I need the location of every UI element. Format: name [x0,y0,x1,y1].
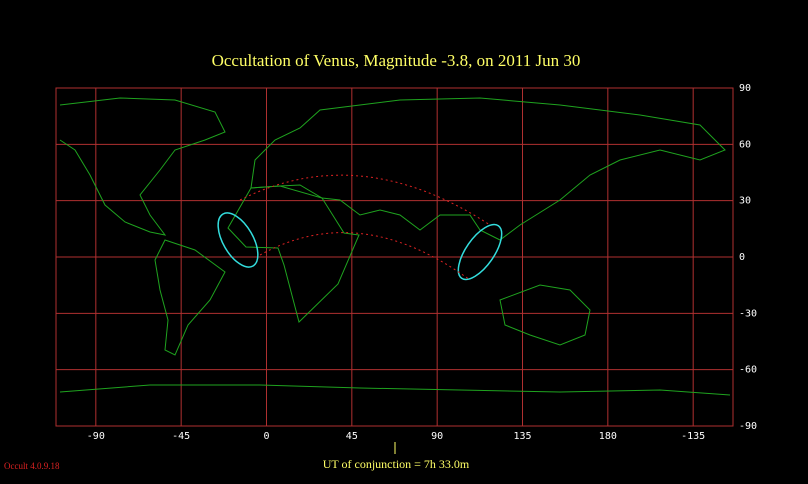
occultation-ellipse-east [457,223,503,281]
x-tick-label: 135 [513,431,531,442]
occultation-ellipse-west [217,212,259,268]
australia [499,284,591,346]
north-america [59,97,226,236]
chart-title: Occultation of Venus, Magnitude -3.8, on… [212,51,581,70]
south-america [154,239,226,356]
y-tick-label: 30 [739,196,751,207]
y-tick-label: 60 [739,139,751,150]
x-tick-label: 0 [263,431,269,442]
y-tick-label: -30 [739,308,757,319]
x-tick-label: 180 [599,431,617,442]
y-tick-label: -60 [739,365,757,376]
x-tick-label: -90 [87,431,105,442]
x-tick-label: -45 [172,431,190,442]
x-tick-label: 90 [431,431,443,442]
y-tick-label: 0 [739,252,745,263]
path-limit-north [239,174,491,226]
software-version: Occult 4.0.9.18 [4,461,60,471]
conjunction-time: UT of conjunction = 7h 33.0m [323,457,470,471]
x-tick-label: 45 [346,431,358,442]
y-tick-label: -90 [739,421,757,432]
eurasia [250,97,726,241]
plot-frame [55,87,734,427]
y-tick-label: 90 [739,83,751,94]
path-limit-south [259,232,471,281]
coastlines [59,97,731,396]
antarctica [59,384,731,396]
x-tick-label: -135 [681,431,705,442]
